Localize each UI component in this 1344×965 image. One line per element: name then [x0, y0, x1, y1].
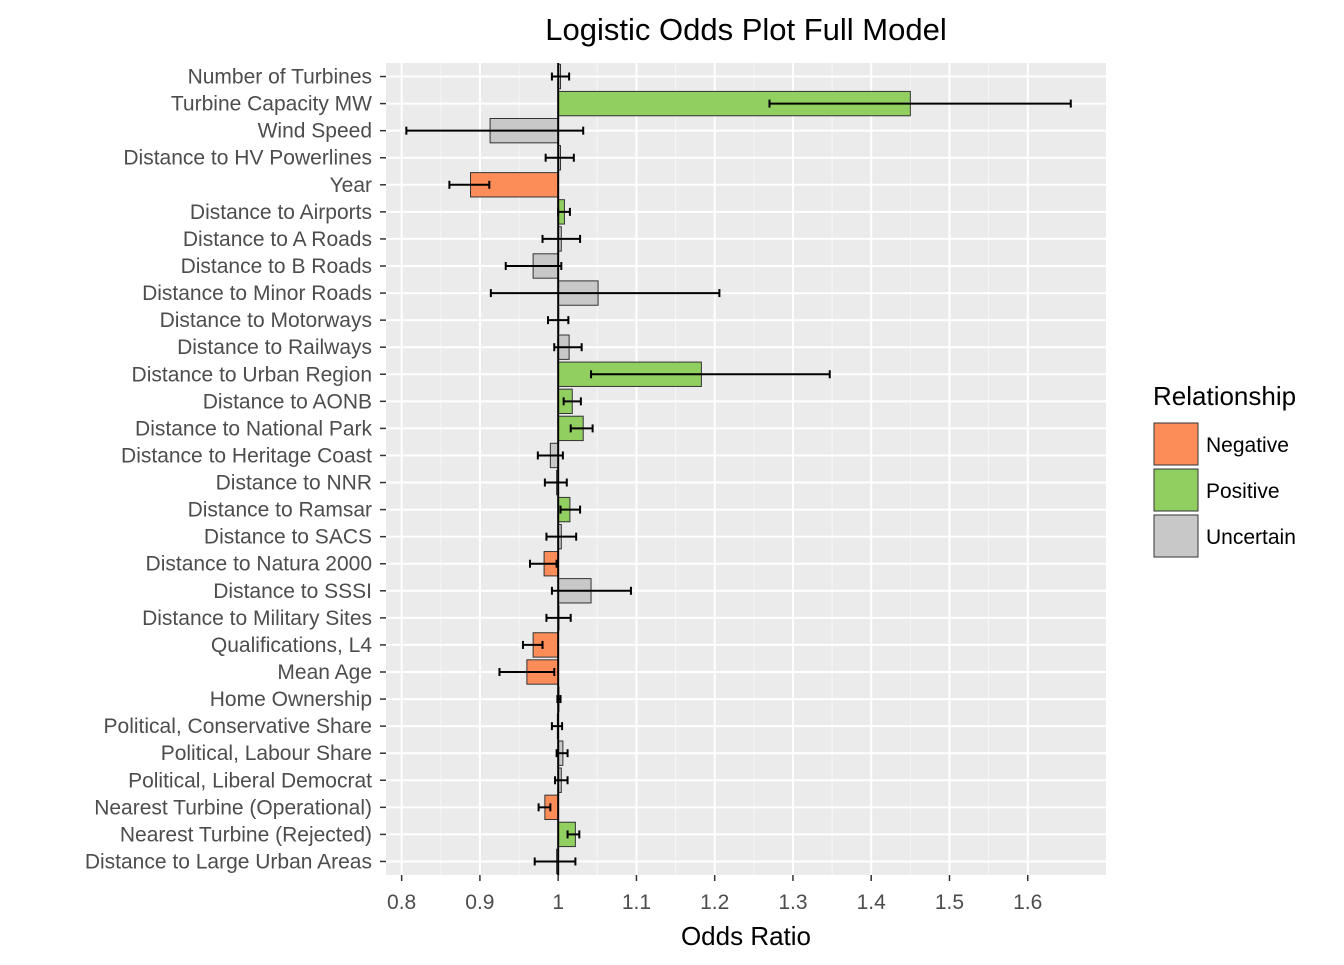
y-tick-label: Nearest Turbine (Rejected) [120, 823, 372, 846]
legend: Relationship Negative Positive Uncertain [1153, 381, 1296, 558]
legend-label: Positive [1206, 480, 1280, 503]
legend-title: Relationship [1153, 381, 1296, 411]
y-tick-label: Distance to Urban Region [132, 363, 372, 386]
x-tick-label: 0.8 [387, 891, 416, 914]
y-tick-label: Political, Labour Share [161, 742, 372, 765]
x-tick-label: 1.3 [778, 891, 807, 914]
y-tick-label: Distance to SACS [204, 526, 372, 549]
y-tick-label: Qualifications, L4 [211, 634, 372, 657]
x-axis-ticks: 0.8 0.9 1 1.1 1.2 1.3 1.4 1.5 1.6 [387, 875, 1042, 914]
plot-panel [386, 63, 1106, 875]
y-tick-label: Distance to Railways [177, 336, 372, 359]
x-tick-label: 0.9 [465, 891, 494, 914]
y-tick-label: Distance to Ramsar [188, 499, 372, 522]
legend-swatch [1153, 468, 1199, 512]
y-tick-label: Home Ownership [210, 688, 372, 711]
y-tick-label: Number of Turbines [188, 66, 372, 89]
y-tick-label: Political, Conservative Share [104, 715, 372, 738]
x-tick-label: 1.5 [935, 891, 964, 914]
y-tick-label: Turbine Capacity MW [171, 93, 372, 116]
y-tick-label: Distance to Military Sites [142, 607, 372, 630]
legend-swatch [1153, 514, 1199, 558]
x-tick-label: 1.6 [1013, 891, 1042, 914]
x-tick-label: 1 [552, 891, 564, 914]
y-tick-label: Distance to HV Powerlines [123, 147, 372, 170]
y-tick-label: Distance to B Roads [181, 255, 372, 278]
y-tick-label: Distance to Heritage Coast [121, 444, 372, 467]
y-axis-ticks: Number of Turbines Turbine Capacity MW Win… [85, 66, 386, 873]
y-tick-label: Distance to Natura 2000 [146, 553, 372, 576]
y-tick-label: Distance to National Park [135, 417, 372, 440]
legend-label: Negative [1206, 434, 1289, 457]
y-tick-label: Distance to SSSI [213, 580, 372, 603]
legend-label: Uncertain [1206, 526, 1296, 549]
y-tick-label: Mean Age [277, 661, 372, 684]
legend-swatch [1153, 422, 1199, 466]
y-tick-label: Distance to Motorways [160, 309, 372, 332]
y-tick-label: Political, Liberal Democrat [128, 769, 372, 792]
x-tick-label: 1.4 [857, 891, 887, 914]
y-tick-label: Distance to NNR [216, 472, 372, 495]
y-tick-label: Wind Speed [258, 120, 372, 143]
y-tick-label: Distance to AONB [203, 390, 372, 413]
x-tick-label: 1.1 [622, 891, 651, 914]
y-tick-label: Year [330, 174, 372, 197]
minor-gridlines [440, 63, 990, 875]
y-tick-label: Distance to Minor Roads [142, 282, 372, 305]
x-tick-label: 1.2 [700, 891, 729, 914]
y-tick-label: Nearest Turbine (Operational) [94, 796, 372, 819]
chart-title: Logistic Odds Plot Full Model [545, 12, 946, 47]
y-tick-label: Distance to A Roads [183, 228, 372, 251]
y-tick-label: Distance to Large Urban Areas [85, 850, 372, 873]
y-tick-label: Distance to Airports [190, 201, 372, 224]
x-axis-label: Odds Ratio [681, 921, 811, 951]
